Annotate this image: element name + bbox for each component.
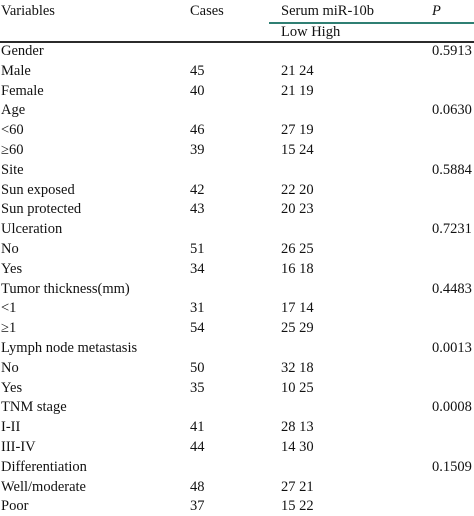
row-serum-low-high: 20 23 (281, 201, 314, 218)
row-cases: 40 (190, 82, 205, 99)
header-rule-bottom (0, 41, 474, 43)
table-row: <60 46 27 19 (0, 120, 474, 140)
table-row: Site 0.5884 (0, 160, 474, 180)
row-cases: 43 (190, 201, 205, 218)
row-variable: TNM stage (1, 399, 67, 416)
row-cases: 51 (190, 241, 205, 257)
row-variable: Lymph node metastasis (1, 340, 138, 356)
table-row: Lymph node metastasis 0.0013 (0, 338, 474, 358)
row-serum-low-high: 10 25 (281, 379, 314, 396)
row-serum-low-high: 21 24 (281, 62, 314, 79)
row-cases: 48 (190, 478, 205, 495)
header-serum-mir10b: Serum miR-10b (281, 3, 375, 19)
row-serum-low-high: 25 29 (281, 320, 314, 337)
row-variable: Ulceration (1, 221, 63, 238)
row-variable: Poor (1, 498, 29, 515)
row-variable: ≥1 (1, 320, 17, 337)
row-variable: Site (1, 161, 24, 178)
row-p-value: 0.5884 (432, 161, 472, 178)
row-variable: No (1, 359, 19, 376)
row-variable: Male (1, 62, 31, 79)
row-variable: I-II (1, 419, 21, 436)
row-variable: ≥60 (1, 142, 24, 158)
row-cases: 31 (190, 300, 205, 317)
row-p-value: 0.0013 (432, 340, 472, 356)
row-p-value: 0.0008 (432, 399, 472, 416)
row-cases: 37 (190, 498, 205, 515)
row-serum-low-high: 27 19 (281, 122, 314, 139)
row-cases: 45 (190, 62, 205, 79)
row-cases: 46 (190, 122, 205, 139)
table-row: Yes 34 16 18 (0, 259, 474, 279)
row-variable: Sun protected (1, 201, 82, 218)
header-cases: Cases (190, 3, 224, 19)
row-cases: 42 (190, 181, 205, 198)
table-row: Male 45 21 24 (0, 61, 474, 81)
table-row: Sun exposed 42 22 20 (0, 180, 474, 200)
row-serum-low-high: 14 30 (281, 439, 314, 455)
table-row: Differentiation 0.1509 (0, 457, 474, 477)
row-variable: <60 (1, 122, 24, 139)
row-p-value: 0.1509 (432, 458, 472, 475)
row-p-value: 0.5913 (432, 43, 472, 59)
row-variable: Yes (1, 260, 23, 277)
row-variable: Gender (1, 43, 44, 59)
row-p-value: 0.0630 (432, 102, 472, 119)
table-row: ≥60 39 15 24 (0, 140, 474, 160)
table-row: ≥1 54 25 29 (0, 318, 474, 338)
row-serum-low-high: 22 20 (281, 181, 314, 198)
row-cases: 50 (190, 359, 205, 376)
row-serum-low-high: 15 24 (281, 142, 314, 158)
table-row: No 50 32 18 (0, 358, 474, 378)
table-row: Poor 37 15 22 (0, 496, 474, 516)
row-variable: III-IV (1, 439, 36, 455)
row-serum-low-high: 26 25 (281, 241, 314, 257)
row-cases: 44 (190, 439, 205, 455)
row-p-value: 0.7231 (432, 221, 472, 238)
row-serum-low-high: 32 18 (281, 359, 314, 376)
table-row: Well/moderate 48 27 21 (0, 477, 474, 497)
table-row: Gender 0.5913 (0, 41, 474, 61)
header-rule-accent (269, 22, 474, 24)
header-variables: Variables (1, 3, 55, 19)
table-row: III-IV 44 14 30 (0, 437, 474, 457)
row-variable: Female (1, 82, 44, 99)
row-variable: Yes (1, 379, 23, 396)
table-row: No 51 26 25 (0, 239, 474, 259)
row-variable: <1 (1, 300, 17, 317)
row-serum-low-high: 27 21 (281, 478, 314, 495)
row-variable: Well/moderate (1, 478, 86, 495)
row-serum-low-high: 15 22 (281, 498, 314, 515)
table-row: Age 0.0630 (0, 100, 474, 120)
table-row: Tumor thickness(mm) 0.4483 (0, 279, 474, 299)
row-variable: Differentiation (1, 458, 87, 475)
row-cases: 34 (190, 260, 205, 277)
row-variable: Age (1, 102, 26, 119)
row-cases: 35 (190, 379, 205, 396)
table-row: I-II 41 28 13 (0, 417, 474, 437)
row-variable: No (1, 241, 19, 257)
table-row: <1 31 17 14 (0, 298, 474, 318)
row-variable: Tumor thickness(mm) (1, 280, 130, 297)
row-serum-low-high: 28 13 (281, 419, 314, 436)
row-cases: 41 (190, 419, 205, 436)
table-row: TNM stage 0.0008 (0, 397, 474, 417)
row-cases: 54 (190, 320, 205, 337)
row-cases: 39 (190, 142, 205, 158)
row-p-value: 0.4483 (432, 280, 472, 297)
row-serum-low-high: 21 19 (281, 82, 314, 99)
table-row: Sun protected 43 20 23 (0, 199, 474, 219)
header-p-value: P (432, 3, 441, 19)
table-row: Female 40 21 19 (0, 81, 474, 101)
header-low-high: Low High (281, 24, 341, 40)
row-variable: Sun exposed (1, 181, 75, 198)
table-row: Yes 35 10 25 (0, 378, 474, 398)
row-serum-low-high: 17 14 (281, 300, 314, 317)
row-serum-low-high: 16 18 (281, 260, 314, 277)
table-row: Ulceration 0.7231 (0, 219, 474, 239)
